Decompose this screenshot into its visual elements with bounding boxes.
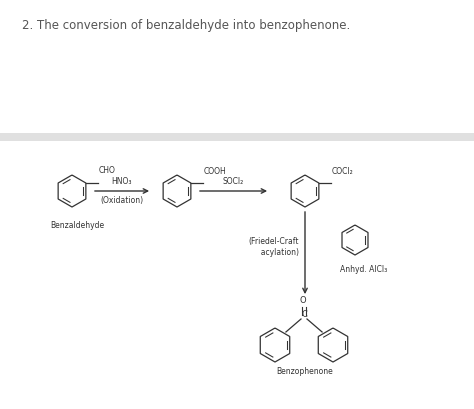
- Text: Benzophenone: Benzophenone: [277, 367, 333, 376]
- Bar: [0, 141, 474, 409]
- Text: (Oxidation): (Oxidation): [100, 196, 144, 205]
- Text: HNO₃: HNO₃: [112, 177, 132, 186]
- Text: COCl₂: COCl₂: [332, 167, 354, 176]
- Text: Anhyd. AlCl₃: Anhyd. AlCl₃: [340, 265, 387, 274]
- Text: C: C: [301, 310, 307, 319]
- Bar: [0, 0, 474, 134]
- Text: 2. The conversion of benzaldehyde into benzophenone.: 2. The conversion of benzaldehyde into b…: [22, 19, 350, 32]
- Text: (Friedel-Craft
  acylation): (Friedel-Craft acylation): [248, 237, 299, 257]
- Bar: [0, 133, 474, 141]
- Text: CHO: CHO: [99, 166, 116, 175]
- Text: O: O: [300, 296, 306, 305]
- Text: SOCl₂: SOCl₂: [223, 177, 244, 186]
- Text: Benzaldehyde: Benzaldehyde: [50, 221, 104, 230]
- Text: COOH: COOH: [204, 167, 227, 176]
